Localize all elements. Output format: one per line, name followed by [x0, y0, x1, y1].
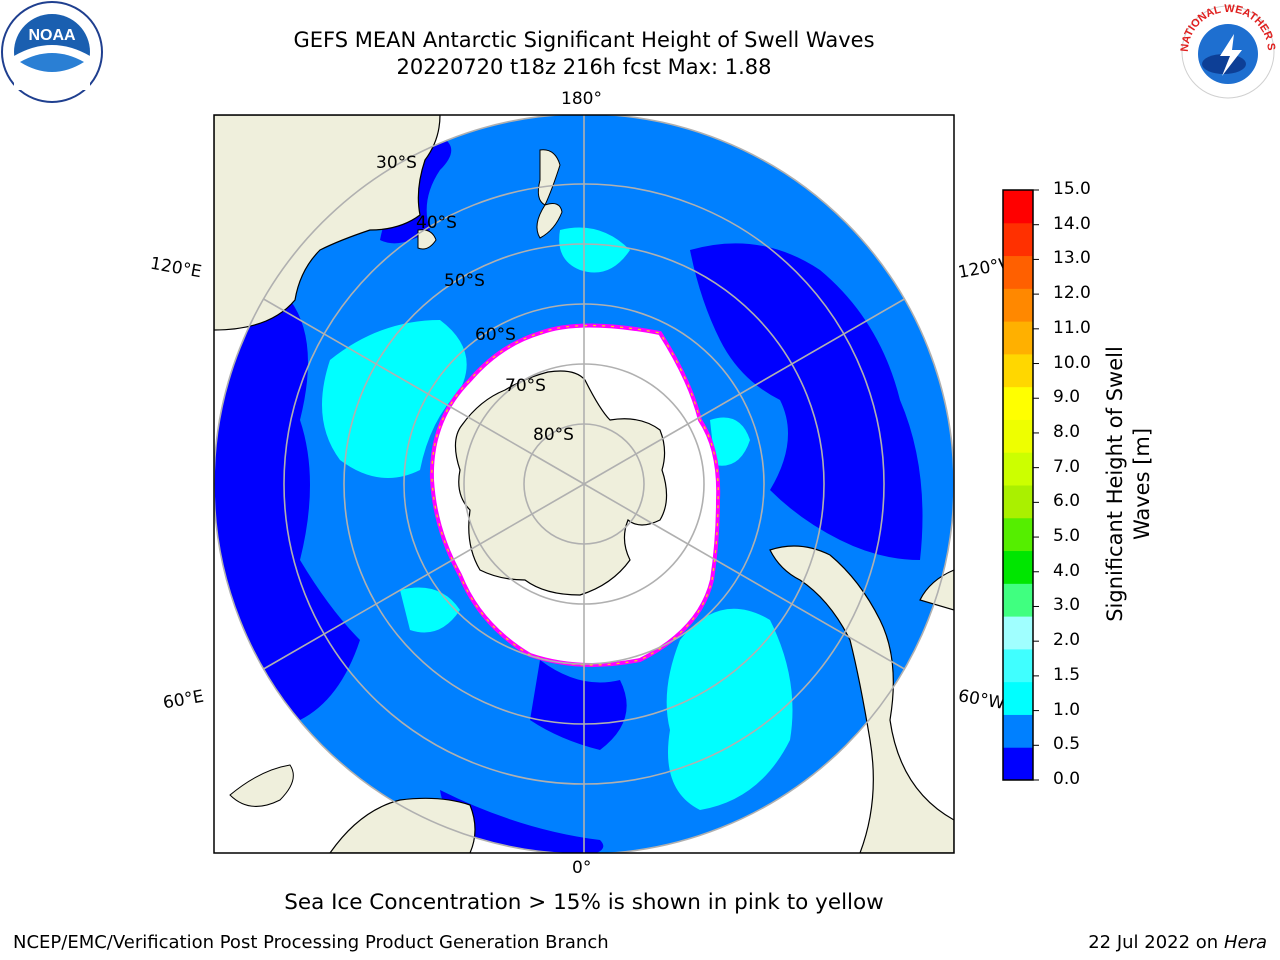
colorbar-tick-label: 11.0 — [1053, 317, 1091, 338]
meridian-line — [263, 298, 533, 455]
nws-logo: NATIONAL WEATHER SERVICE — [1172, 0, 1280, 108]
high-swell-region — [322, 320, 467, 478]
colorbar-tick-label: 14.0 — [1053, 213, 1091, 234]
lon-label-0: 0° — [572, 858, 592, 878]
new-zealand-land — [537, 149, 561, 206]
meridian-line — [635, 298, 905, 455]
noaa-logo-text: NOAA — [28, 27, 76, 44]
madagascar-land — [229, 764, 294, 807]
colorbar-tick-label: 10.0 — [1053, 352, 1091, 373]
chart-subtitle: 20220720 t18z 216h fcst Max: 1.88 — [396, 55, 772, 79]
colorbar-tick-label: 1.0 — [1053, 699, 1081, 720]
low-swell-region — [530, 660, 627, 750]
meridian-line — [263, 513, 533, 670]
colorbar-tick-label: 0.5 — [1053, 734, 1081, 755]
meridian-line — [583, 453, 637, 485]
south-america-land — [919, 569, 954, 611]
new-zealand-land — [536, 203, 563, 239]
colorbar-tick-label: 5.0 — [1053, 526, 1081, 547]
colorbar-label-line1: Significant Height of Swell — [1103, 346, 1127, 622]
sea-ice-caption: Sea Ice Concentration > 15% is shown in … — [284, 890, 884, 915]
australia-land — [214, 115, 441, 331]
colorbar-tick-label: 9.0 — [1053, 387, 1081, 408]
lat-label: 80°S — [533, 425, 574, 445]
meridian-line — [531, 483, 585, 515]
footer-date-text: 22 Jul 2022 on — [1088, 932, 1224, 953]
tasmania-land — [417, 229, 437, 250]
colorbar-tick-label: 8.0 — [1053, 421, 1081, 442]
high-swell-region — [710, 417, 750, 466]
footer-date: 22 Jul 2022 on Hera — [1088, 932, 1267, 953]
antarctica-land — [454, 370, 668, 596]
meridian-line — [531, 453, 585, 485]
lat-label: 30°S — [376, 153, 417, 173]
lat-label: 50°S — [444, 271, 485, 291]
chart-title: GEFS MEAN Antarctic Significant Height o… — [293, 28, 875, 52]
footer-credit: NCEP/EMC/Verification Post Processing Pr… — [13, 932, 609, 953]
colorbar-tick-label: 13.0 — [1053, 248, 1091, 269]
meridian-line — [635, 513, 905, 670]
colorbar-tick-label: 4.0 — [1053, 560, 1081, 581]
colorbar-tick-label: 0.0 — [1053, 769, 1081, 789]
lon-label-180: 180° — [561, 89, 602, 109]
colorbar-tick-label: 3.0 — [1053, 595, 1081, 616]
high-swell-region — [666, 608, 793, 810]
low-swell-region — [214, 300, 360, 720]
colorbar-tick-label: 6.0 — [1053, 491, 1081, 512]
south-america-land — [769, 545, 954, 853]
lat-label: 40°S — [416, 213, 457, 233]
colorbar-tick-label: 1.5 — [1053, 664, 1081, 685]
lat-label: 60°S — [475, 325, 516, 345]
noaa-logo: NOAA — [0, 0, 104, 108]
africa-land — [329, 797, 476, 853]
colorbar-label-line2: Waves [m] — [1130, 427, 1154, 541]
high-swell-region — [559, 227, 630, 273]
colorbar-tick-label: 2.0 — [1053, 630, 1081, 651]
colorbar-tick-label: 15.0 — [1053, 179, 1091, 199]
footer-host: Hera — [1223, 932, 1267, 953]
map-frame — [213, 114, 955, 854]
colorbar-label: Significant Height of Swell Waves [m] — [1102, 346, 1156, 622]
meridian-line — [583, 483, 637, 515]
lat-label: 70°S — [505, 376, 546, 396]
colorbar-tick-label: 7.0 — [1053, 456, 1081, 477]
colorbar-tick-label: 12.0 — [1053, 283, 1091, 304]
